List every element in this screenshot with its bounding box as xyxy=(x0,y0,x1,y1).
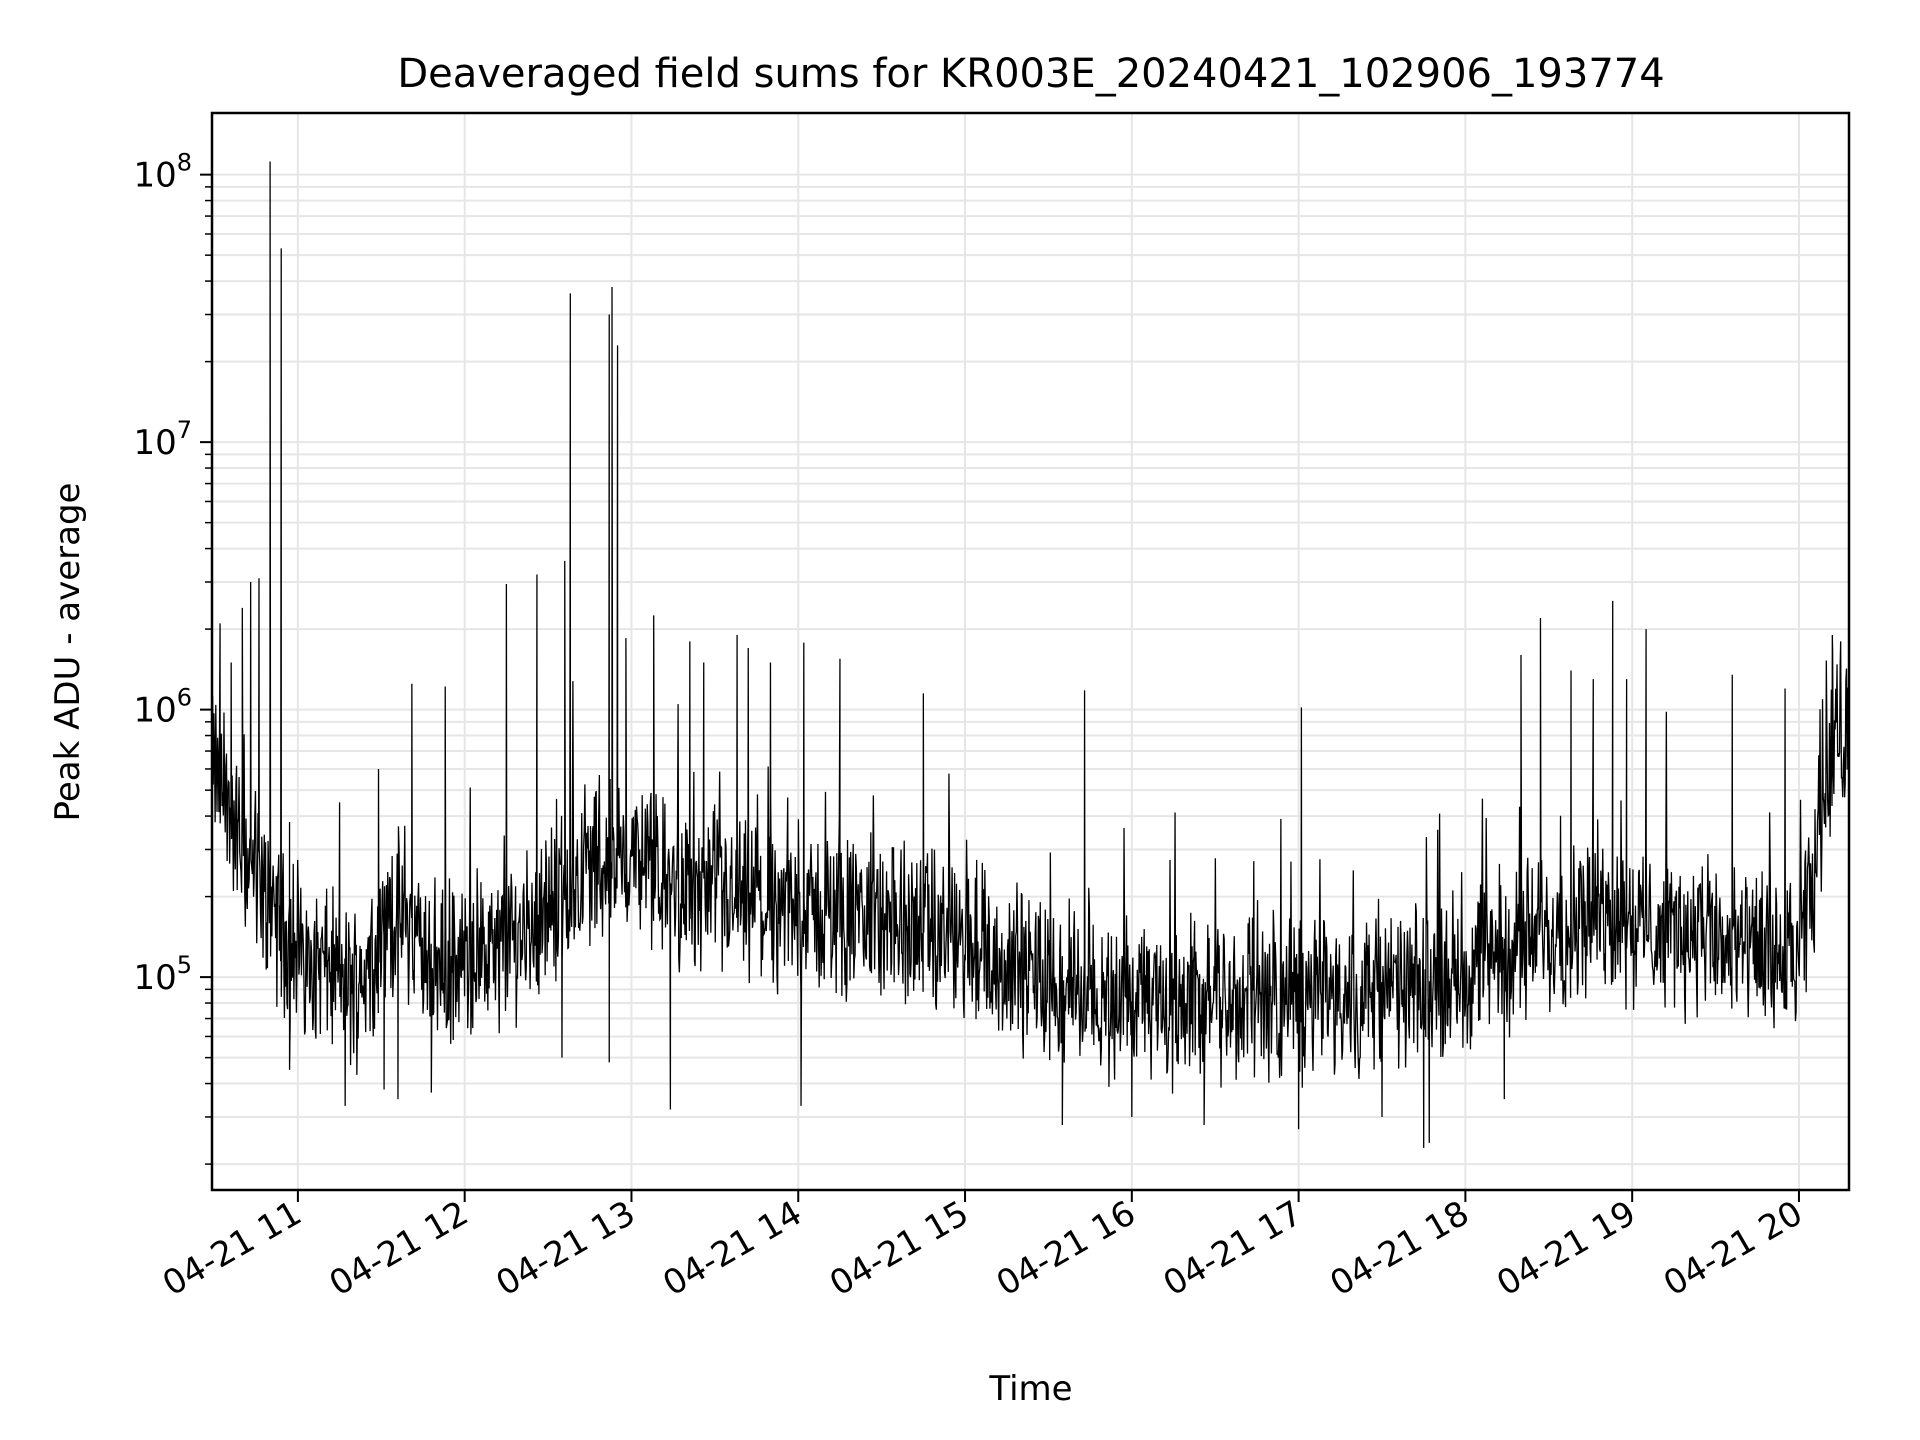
y-tick-exponent: 5 xyxy=(177,951,192,979)
y-tick-exponent: 8 xyxy=(177,149,192,177)
y-tick-base: 10 xyxy=(133,423,176,463)
x-axis-label: Time xyxy=(988,1369,1072,1409)
y-tick-base: 10 xyxy=(133,691,176,731)
chart-title: Deaveraged field sums for KR003E_2024042… xyxy=(397,51,1664,97)
y-tick-label: 105 xyxy=(133,951,192,998)
series-line xyxy=(211,161,1850,1148)
y-tick-base: 10 xyxy=(133,156,176,196)
data-series xyxy=(211,161,1850,1148)
y-axis-label: Peak ADU - average xyxy=(48,483,88,822)
y-tick-label: 106 xyxy=(133,684,192,731)
grid xyxy=(212,113,1849,1190)
plot-frame xyxy=(210,111,1851,1192)
y-tick-label: 108 xyxy=(133,149,192,196)
y-tick-exponent: 7 xyxy=(177,416,192,444)
y-tick-base: 10 xyxy=(133,958,176,998)
y-tick-exponent: 6 xyxy=(177,684,192,712)
y-tick-label: 107 xyxy=(133,416,192,463)
